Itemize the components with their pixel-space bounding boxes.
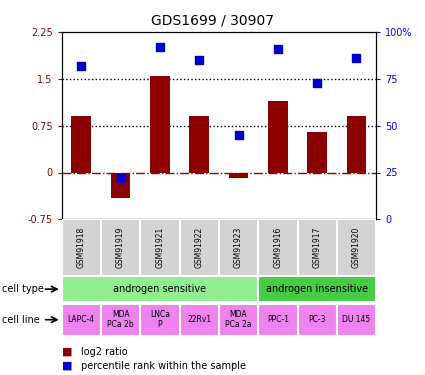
FancyBboxPatch shape	[219, 219, 258, 276]
FancyBboxPatch shape	[62, 276, 258, 302]
FancyBboxPatch shape	[62, 304, 101, 336]
Text: LAPC-4: LAPC-4	[68, 315, 95, 324]
Text: cell type: cell type	[2, 284, 44, 294]
Text: GSM91919: GSM91919	[116, 227, 125, 268]
Text: GSM91923: GSM91923	[234, 227, 243, 268]
FancyBboxPatch shape	[179, 304, 219, 336]
Text: MDA
PCa 2b: MDA PCa 2b	[107, 310, 134, 329]
Text: PC-3: PC-3	[309, 315, 326, 324]
FancyBboxPatch shape	[140, 304, 179, 336]
Bar	[229, 172, 248, 177]
Bar	[190, 116, 209, 172]
Text: GSM91916: GSM91916	[273, 227, 282, 268]
Point	[314, 80, 320, 86]
FancyBboxPatch shape	[337, 304, 376, 336]
Text: percentile rank within the sample: percentile rank within the sample	[81, 361, 246, 370]
FancyBboxPatch shape	[219, 304, 258, 336]
FancyBboxPatch shape	[258, 304, 297, 336]
Point	[78, 63, 85, 69]
Point	[196, 57, 203, 63]
Text: PPC-1: PPC-1	[267, 315, 289, 324]
Bar	[150, 76, 170, 172]
Text: LNCa
P: LNCa P	[150, 310, 170, 329]
Point	[275, 46, 281, 52]
Bar	[307, 132, 327, 172]
Point	[353, 55, 360, 61]
FancyBboxPatch shape	[140, 219, 179, 276]
Bar	[71, 116, 91, 172]
Text: 22Rv1: 22Rv1	[187, 315, 211, 324]
FancyBboxPatch shape	[101, 219, 140, 276]
FancyBboxPatch shape	[258, 219, 297, 276]
Text: GDS1699 / 30907: GDS1699 / 30907	[151, 13, 274, 27]
Text: androgen insensitive: androgen insensitive	[266, 284, 368, 294]
Text: ■: ■	[62, 347, 72, 357]
Text: GSM91918: GSM91918	[77, 227, 86, 268]
Point	[235, 132, 242, 138]
FancyBboxPatch shape	[298, 219, 337, 276]
FancyBboxPatch shape	[337, 219, 376, 276]
Text: MDA
PCa 2a: MDA PCa 2a	[225, 310, 252, 329]
Text: androgen sensitive: androgen sensitive	[113, 284, 207, 294]
Text: GSM91921: GSM91921	[156, 227, 164, 268]
Bar	[111, 172, 130, 198]
Text: cell line: cell line	[2, 315, 40, 325]
FancyBboxPatch shape	[62, 219, 101, 276]
Text: ■: ■	[62, 361, 72, 370]
FancyBboxPatch shape	[258, 276, 376, 302]
Text: GSM91920: GSM91920	[352, 227, 361, 268]
Text: GSM91917: GSM91917	[313, 227, 322, 268]
Bar	[347, 116, 366, 172]
FancyBboxPatch shape	[101, 304, 140, 336]
FancyBboxPatch shape	[179, 219, 219, 276]
Text: log2 ratio: log2 ratio	[81, 347, 128, 357]
Text: GSM91922: GSM91922	[195, 227, 204, 268]
Bar	[268, 100, 288, 172]
FancyBboxPatch shape	[298, 304, 337, 336]
Point	[156, 44, 163, 50]
Point	[117, 175, 124, 181]
Text: DU 145: DU 145	[343, 315, 371, 324]
